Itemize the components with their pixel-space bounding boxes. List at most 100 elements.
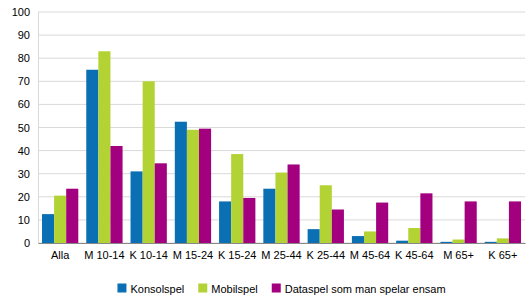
bar [509, 201, 521, 243]
legend-item: Mobilspel [198, 283, 257, 295]
grid-line [38, 81, 525, 82]
bar [143, 81, 155, 243]
grid-line [38, 35, 525, 36]
y-tick: 50 [18, 122, 38, 134]
y-tick-label: 60 [18, 98, 30, 110]
bar [231, 154, 243, 243]
bar [263, 189, 275, 243]
x-tick: M 15-24 [173, 243, 213, 261]
bar [275, 173, 287, 243]
legend-swatch [117, 284, 126, 293]
bar [199, 129, 211, 243]
x-tick-label: M 25-44 [261, 249, 301, 261]
y-tick: 100 [12, 6, 38, 18]
x-tick-label: M 45-64 [350, 249, 390, 261]
legend-swatch [198, 284, 207, 293]
y-tick: 40 [18, 145, 38, 157]
x-tick-label: K 15-24 [218, 249, 257, 261]
x-tick: M 65+ [443, 243, 474, 261]
y-tick-label: 50 [18, 122, 30, 134]
y-tick: 90 [18, 29, 38, 41]
bar [396, 241, 408, 243]
bar [376, 203, 388, 243]
bar [440, 242, 452, 243]
legend-label: Dataspel som man spelar ensam [285, 283, 446, 295]
x-tick: K 25-44 [307, 243, 346, 261]
bar [42, 214, 54, 243]
x-axis-line [39, 243, 526, 244]
y-tick-label: 10 [18, 214, 30, 226]
chart: 0 10 20 30 40 50 60 70 80 90 100 Alla M 10-14 K 10-14… [0, 0, 531, 306]
bar [453, 240, 465, 243]
bar [110, 146, 122, 243]
bar [288, 164, 300, 243]
x-tick: K 10-14 [129, 243, 168, 261]
y-tick-label: 20 [18, 191, 30, 203]
legend-swatch [272, 284, 281, 293]
bar [497, 238, 509, 243]
y-tick-label: 80 [18, 52, 30, 64]
legend: Konsolspel Mobilspel Dataspel som man spel… [117, 283, 445, 295]
bar [308, 229, 320, 243]
bar [131, 171, 143, 243]
y-tick: 10 [18, 214, 38, 226]
y-axis: 0 10 20 30 40 50 60 70 80 90 100 [12, 6, 39, 249]
x-tick-label: M 15-24 [173, 249, 213, 261]
legend-label: Konsolspel [130, 283, 184, 295]
x-tick: M 10-14 [84, 243, 124, 261]
y-tick: 80 [18, 52, 38, 64]
bar [352, 236, 364, 243]
bar [465, 201, 477, 243]
bar [54, 196, 66, 243]
x-tick: K 45-64 [395, 243, 434, 261]
bars [42, 51, 521, 243]
x-tick-label: K 10-14 [129, 249, 168, 261]
grid-line [38, 58, 525, 59]
bar [98, 51, 110, 243]
plot: 0 10 20 30 40 50 60 70 80 90 100 Alla M 10-14 K 10-14… [12, 6, 526, 261]
y-tick-label: 0 [24, 237, 30, 249]
bar [86, 70, 98, 243]
bar [485, 242, 497, 243]
y-tick-label: 100 [12, 6, 30, 18]
y-tick: 30 [18, 168, 38, 180]
legend-label: Mobilspel [211, 283, 257, 295]
bar [420, 193, 432, 243]
y-tick-label: 30 [18, 168, 30, 180]
y-axis-line [38, 13, 39, 244]
y-tick-label: 40 [18, 145, 30, 157]
x-tick-label: K 65+ [488, 249, 517, 261]
x-tick: Alla [51, 243, 70, 261]
bar [219, 201, 231, 243]
x-tick-label: M 10-14 [84, 249, 124, 261]
bar [332, 210, 344, 243]
x-tick: K 15-24 [218, 243, 257, 261]
bar [243, 198, 255, 243]
y-tick: 20 [18, 191, 38, 203]
x-tick-label: K 25-44 [307, 249, 346, 261]
bar [320, 185, 332, 243]
y-tick-label: 70 [18, 75, 30, 87]
bar [364, 231, 376, 243]
x-axis: Alla M 10-14 K 10-14 M 15-24 K 15-24 M 25-44 K… [39, 243, 526, 261]
bar [66, 189, 78, 243]
y-tick-label: 90 [18, 29, 30, 41]
y-tick: 70 [18, 75, 38, 87]
legend-item: Dataspel som man spelar ensam [272, 283, 446, 295]
bar [187, 130, 199, 243]
y-tick: 0 [24, 237, 38, 249]
bar [155, 163, 167, 243]
bar [175, 122, 187, 243]
y-tick: 60 [18, 98, 38, 110]
x-tick-label: Alla [51, 249, 70, 261]
x-tick-label: K 45-64 [395, 249, 434, 261]
x-tick: M 45-64 [350, 243, 390, 261]
x-tick-label: M 65+ [443, 249, 474, 261]
grid-line [38, 12, 525, 13]
grid [38, 12, 525, 243]
x-tick: K 65+ [488, 243, 517, 261]
legend-item: Konsolspel [117, 283, 184, 295]
x-tick: M 25-44 [261, 243, 301, 261]
grid-line [38, 104, 525, 105]
grid-line [38, 127, 525, 128]
